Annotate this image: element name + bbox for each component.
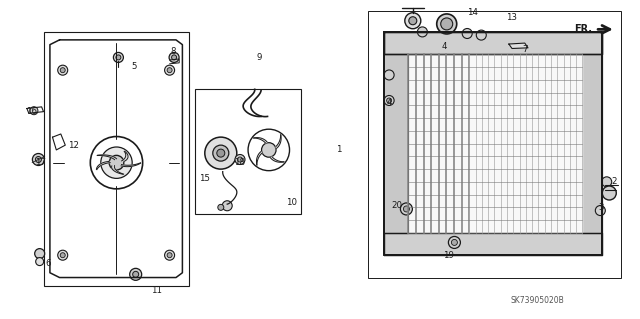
Circle shape	[113, 52, 124, 63]
Text: 19: 19	[443, 251, 453, 260]
Circle shape	[132, 271, 139, 277]
Circle shape	[384, 95, 394, 106]
Text: 8: 8	[170, 47, 175, 56]
Bar	[44, 32, 189, 286]
Polygon shape	[121, 163, 141, 167]
Text: 13: 13	[506, 13, 518, 22]
Circle shape	[100, 147, 132, 178]
Polygon shape	[384, 32, 602, 54]
Circle shape	[169, 52, 179, 63]
Polygon shape	[270, 157, 284, 162]
Circle shape	[235, 154, 245, 165]
Circle shape	[164, 250, 175, 260]
Circle shape	[602, 177, 612, 187]
Text: 12: 12	[68, 141, 79, 150]
Circle shape	[205, 137, 237, 169]
Circle shape	[476, 30, 486, 40]
Circle shape	[602, 186, 616, 200]
Circle shape	[60, 253, 65, 258]
Circle shape	[35, 249, 45, 259]
Circle shape	[384, 70, 394, 80]
Text: 11: 11	[151, 286, 163, 295]
Circle shape	[462, 28, 472, 39]
Circle shape	[58, 250, 68, 260]
Circle shape	[33, 153, 44, 166]
Polygon shape	[257, 152, 262, 165]
Text: 6: 6	[45, 259, 51, 268]
Text: 17: 17	[35, 158, 46, 167]
Circle shape	[595, 205, 605, 216]
Circle shape	[130, 268, 141, 280]
Circle shape	[36, 257, 44, 266]
Circle shape	[387, 98, 392, 103]
Polygon shape	[582, 54, 602, 233]
Circle shape	[172, 55, 177, 60]
Polygon shape	[97, 161, 110, 170]
Text: 10: 10	[285, 198, 297, 207]
Circle shape	[217, 149, 225, 157]
Polygon shape	[122, 151, 128, 161]
Circle shape	[451, 240, 458, 245]
Polygon shape	[253, 137, 268, 143]
Text: 14: 14	[467, 8, 478, 17]
Text: 9: 9	[257, 53, 262, 62]
Text: 18: 18	[234, 158, 246, 167]
Circle shape	[167, 253, 172, 258]
Text: 15: 15	[199, 174, 211, 183]
Circle shape	[109, 155, 124, 170]
Circle shape	[409, 17, 417, 25]
Bar	[195, 89, 301, 214]
Circle shape	[405, 13, 421, 29]
Text: 3: 3	[599, 203, 604, 212]
Circle shape	[436, 14, 457, 34]
Circle shape	[401, 203, 412, 215]
Circle shape	[218, 204, 224, 210]
Circle shape	[222, 201, 232, 211]
Circle shape	[212, 145, 229, 161]
Text: 7: 7	[522, 45, 527, 54]
Polygon shape	[276, 135, 281, 148]
Circle shape	[58, 65, 68, 75]
Text: 20: 20	[391, 201, 403, 210]
Polygon shape	[111, 166, 124, 174]
Polygon shape	[408, 54, 582, 233]
Circle shape	[441, 18, 452, 30]
Circle shape	[164, 65, 175, 75]
Circle shape	[35, 157, 42, 162]
Text: FR.: FR.	[574, 24, 592, 34]
Circle shape	[417, 27, 428, 37]
Circle shape	[237, 157, 243, 162]
Polygon shape	[97, 155, 116, 160]
Text: 16: 16	[26, 107, 38, 116]
Circle shape	[403, 206, 410, 212]
Polygon shape	[509, 43, 528, 48]
Text: 1: 1	[337, 145, 342, 154]
Text: 5: 5	[132, 63, 137, 71]
Circle shape	[167, 68, 172, 73]
Bar	[368, 11, 621, 278]
Text: SK73905020B: SK73905020B	[511, 296, 564, 305]
Circle shape	[30, 107, 38, 115]
Polygon shape	[384, 54, 408, 233]
Text: 2: 2	[612, 177, 617, 186]
Text: 4: 4	[387, 98, 392, 107]
Circle shape	[262, 143, 276, 157]
Circle shape	[449, 236, 460, 249]
Text: 4: 4	[442, 42, 447, 51]
Circle shape	[116, 55, 121, 60]
Circle shape	[60, 68, 65, 73]
Polygon shape	[384, 233, 602, 255]
